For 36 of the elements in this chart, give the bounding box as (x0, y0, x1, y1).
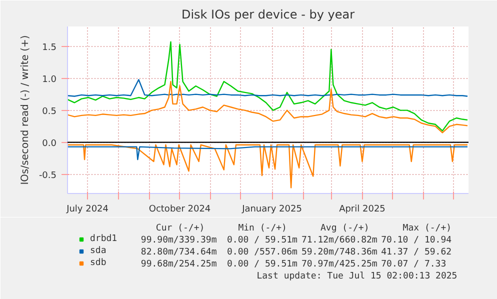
text: Max (-/+) (402, 224, 452, 234)
y-tick-label: -0.5 (38, 170, 56, 181)
chart-title: Disk IOs per device - by year (181, 8, 355, 22)
text: Last update: Tue Jul 15 02:00:13 2025 (256, 272, 458, 282)
text: Min (-/+) (238, 224, 287, 234)
text: 0.00 /557.06m (227, 248, 298, 258)
text: Cur (-/+) (156, 224, 205, 234)
line-series (68, 146, 468, 160)
text: Avg (-/+) (320, 224, 370, 234)
text: 0.00 / 59.51m (227, 236, 298, 246)
x-tick-label: October 2024 (148, 204, 211, 214)
text: 0.00 / 59.51m (227, 260, 298, 270)
x-tick-label: January 2025 (241, 204, 302, 214)
text: 70.10 / 10.94 (381, 236, 452, 246)
text: 41.37 / 59.62 (381, 248, 452, 258)
legend-label: sdb (90, 257, 108, 269)
line-series (68, 79, 468, 97)
y-tick-label: 0.0 (42, 138, 57, 149)
y-tick-label: 1.0 (42, 74, 57, 85)
line-series (68, 144, 468, 188)
legend-label: drbd1 (90, 233, 118, 245)
text: 82.80m/734.64m (140, 248, 217, 258)
y-tick-label: 1.5 (42, 42, 57, 53)
x-tick-label: July 2024 (66, 204, 109, 214)
text: 70.07 / 7.33 (381, 260, 446, 270)
text: 99.68m/254.25m (140, 260, 217, 270)
text: 99.90m/339.39m (140, 236, 217, 246)
line-series (68, 41, 468, 132)
legend-label: sda (90, 245, 108, 257)
y-tick-label: 0.5 (42, 106, 57, 117)
line-series (68, 80, 468, 134)
text: 70.97m/425.25m (301, 260, 378, 270)
text: 59.20m/748.36m (301, 248, 378, 258)
text: 71.12m/660.82m (301, 236, 378, 246)
x-tick-label: April 2025 (339, 204, 386, 214)
y-axis-title: IOs/second read (-) / write (+) (20, 35, 31, 185)
